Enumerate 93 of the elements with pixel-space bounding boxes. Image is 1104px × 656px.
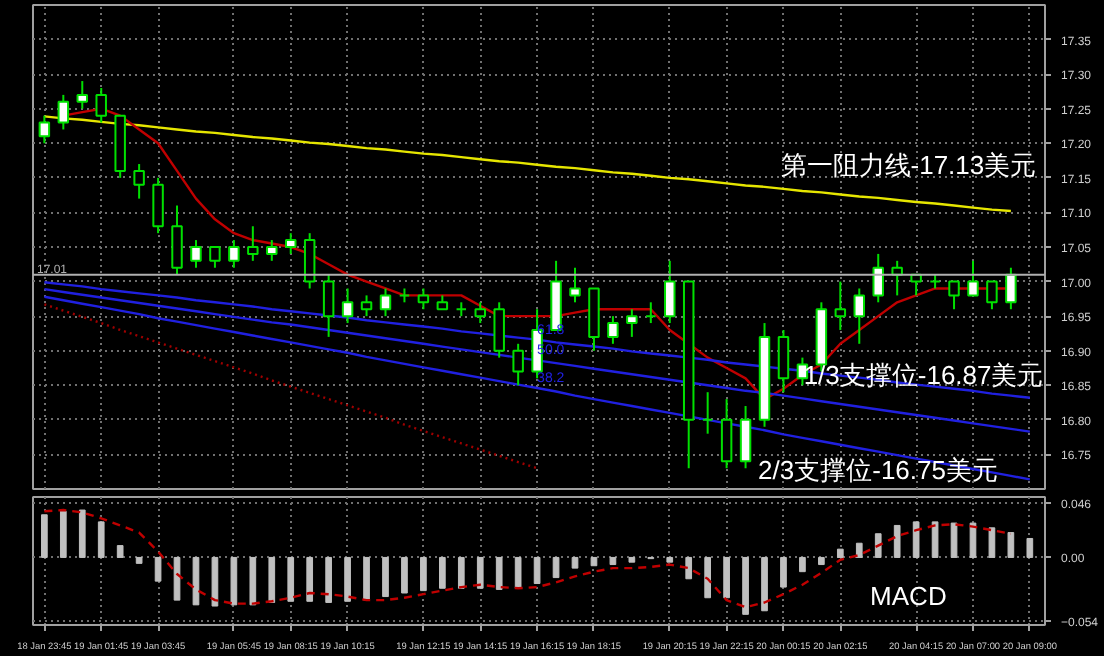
bar xyxy=(969,522,977,558)
candlestick xyxy=(948,280,960,311)
candlestick xyxy=(266,239,278,262)
bar xyxy=(590,556,598,567)
candlestick xyxy=(645,301,657,325)
candlestick xyxy=(152,176,164,235)
candlestick xyxy=(322,273,335,338)
candlestick xyxy=(569,266,581,304)
candlestick xyxy=(303,232,316,290)
candlestick xyxy=(38,114,51,145)
bar xyxy=(439,556,446,589)
bar xyxy=(988,527,996,558)
bar xyxy=(154,556,162,582)
bar xyxy=(799,556,806,573)
bar xyxy=(325,556,332,603)
bar xyxy=(420,556,427,592)
candlestick xyxy=(720,398,733,470)
candlestick xyxy=(76,80,89,110)
bar xyxy=(306,556,314,602)
bar xyxy=(704,556,712,599)
bar xyxy=(41,514,48,558)
bar xyxy=(1007,532,1015,558)
bar xyxy=(552,556,560,579)
bar xyxy=(533,556,541,585)
candlestick xyxy=(739,405,752,470)
bar xyxy=(874,533,882,558)
bar xyxy=(495,556,503,590)
bar xyxy=(723,556,730,599)
candlestick xyxy=(417,287,430,311)
candlestick xyxy=(1005,266,1017,311)
bar xyxy=(742,556,749,615)
bar xyxy=(344,556,351,602)
bar xyxy=(59,510,67,558)
candlestick xyxy=(171,204,183,276)
candlestick xyxy=(57,93,70,131)
candlestick xyxy=(474,301,486,325)
candlestick xyxy=(664,259,676,325)
bar xyxy=(893,524,901,558)
bar xyxy=(931,521,939,558)
candlestick xyxy=(209,246,221,269)
bar xyxy=(912,521,920,558)
candlestick xyxy=(967,259,979,297)
annotation: 第一阻力线-17.13美元 xyxy=(780,149,1037,180)
bar xyxy=(609,556,617,566)
bar xyxy=(818,556,825,566)
bar xyxy=(685,556,693,580)
candlestick xyxy=(190,239,202,269)
annotation: MACD xyxy=(870,580,947,611)
candlestick xyxy=(360,294,373,318)
bar xyxy=(230,556,238,606)
candlestick xyxy=(872,252,884,304)
candlestick xyxy=(95,86,107,124)
bar xyxy=(287,556,295,602)
candlestick xyxy=(607,315,619,345)
candlestick xyxy=(379,287,392,318)
bar xyxy=(761,556,768,612)
bar xyxy=(116,545,124,558)
bar xyxy=(249,556,257,606)
candlestick xyxy=(701,391,714,435)
bar xyxy=(135,556,143,564)
bar xyxy=(855,542,863,558)
bar xyxy=(173,556,181,601)
bar xyxy=(211,556,219,607)
bar xyxy=(268,556,276,603)
bar xyxy=(457,556,465,589)
line-series xyxy=(43,303,539,470)
candlestick xyxy=(228,239,240,269)
bar xyxy=(836,548,844,558)
bar xyxy=(363,556,370,601)
candlestick xyxy=(512,342,524,387)
bar xyxy=(78,509,86,558)
candlestick xyxy=(341,287,354,325)
bar xyxy=(950,522,958,558)
candlestick xyxy=(285,232,297,255)
bar xyxy=(666,556,674,563)
candlestick xyxy=(834,280,847,331)
bar xyxy=(192,556,200,606)
bar xyxy=(571,556,579,569)
bar xyxy=(382,556,389,598)
candlestick xyxy=(133,163,145,200)
candlestick xyxy=(626,308,638,338)
candlestick xyxy=(853,287,866,345)
bar xyxy=(628,556,636,563)
candlestick xyxy=(493,301,505,359)
bar xyxy=(401,556,408,594)
bar xyxy=(1026,537,1034,558)
bar xyxy=(97,521,105,558)
candlestick xyxy=(777,328,790,394)
bar xyxy=(514,556,522,589)
bar xyxy=(780,556,787,588)
bar xyxy=(476,556,484,589)
candlestick xyxy=(986,280,998,311)
candlestick xyxy=(247,225,259,262)
